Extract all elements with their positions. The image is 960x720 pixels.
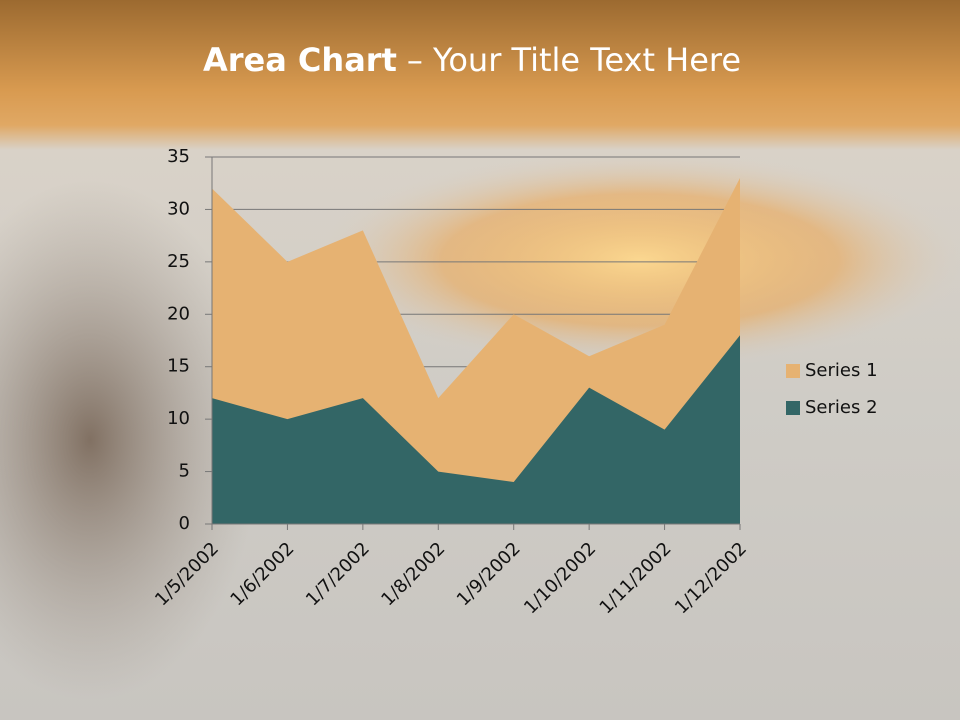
- legend-swatch: [786, 364, 800, 378]
- y-tick-label: 5: [179, 461, 190, 482]
- x-tick-label: 1/7/2002: [302, 538, 374, 610]
- y-tick-label: 35: [167, 146, 190, 167]
- background-figure: [0, 180, 260, 700]
- legend-label: Series 1: [805, 360, 878, 381]
- y-tick-label: 15: [167, 356, 190, 377]
- x-tick-label: 1/9/2002: [453, 538, 525, 610]
- y-tick-label: 20: [167, 303, 190, 324]
- y-tick-label: 25: [167, 251, 190, 272]
- title-bold: Area Chart: [203, 41, 397, 79]
- x-tick-label: 1/10/2002: [520, 538, 600, 618]
- area: [212, 335, 740, 524]
- background-fire: [310, 150, 960, 370]
- chart-title: Area Chart – Your Title Text Here: [203, 41, 741, 79]
- y-tick-label: 10: [167, 408, 190, 429]
- x-tick-label: 1/12/2002: [671, 538, 751, 618]
- x-tick-label: 1/11/2002: [596, 538, 676, 618]
- title-rest: – Your Title Text Here: [407, 41, 741, 79]
- y-tick-label: 30: [167, 198, 190, 219]
- legend-swatch: [786, 401, 800, 415]
- y-tick-label: 0: [179, 513, 190, 534]
- x-tick-label: 1/8/2002: [377, 538, 449, 610]
- legend-label: Series 2: [805, 397, 878, 418]
